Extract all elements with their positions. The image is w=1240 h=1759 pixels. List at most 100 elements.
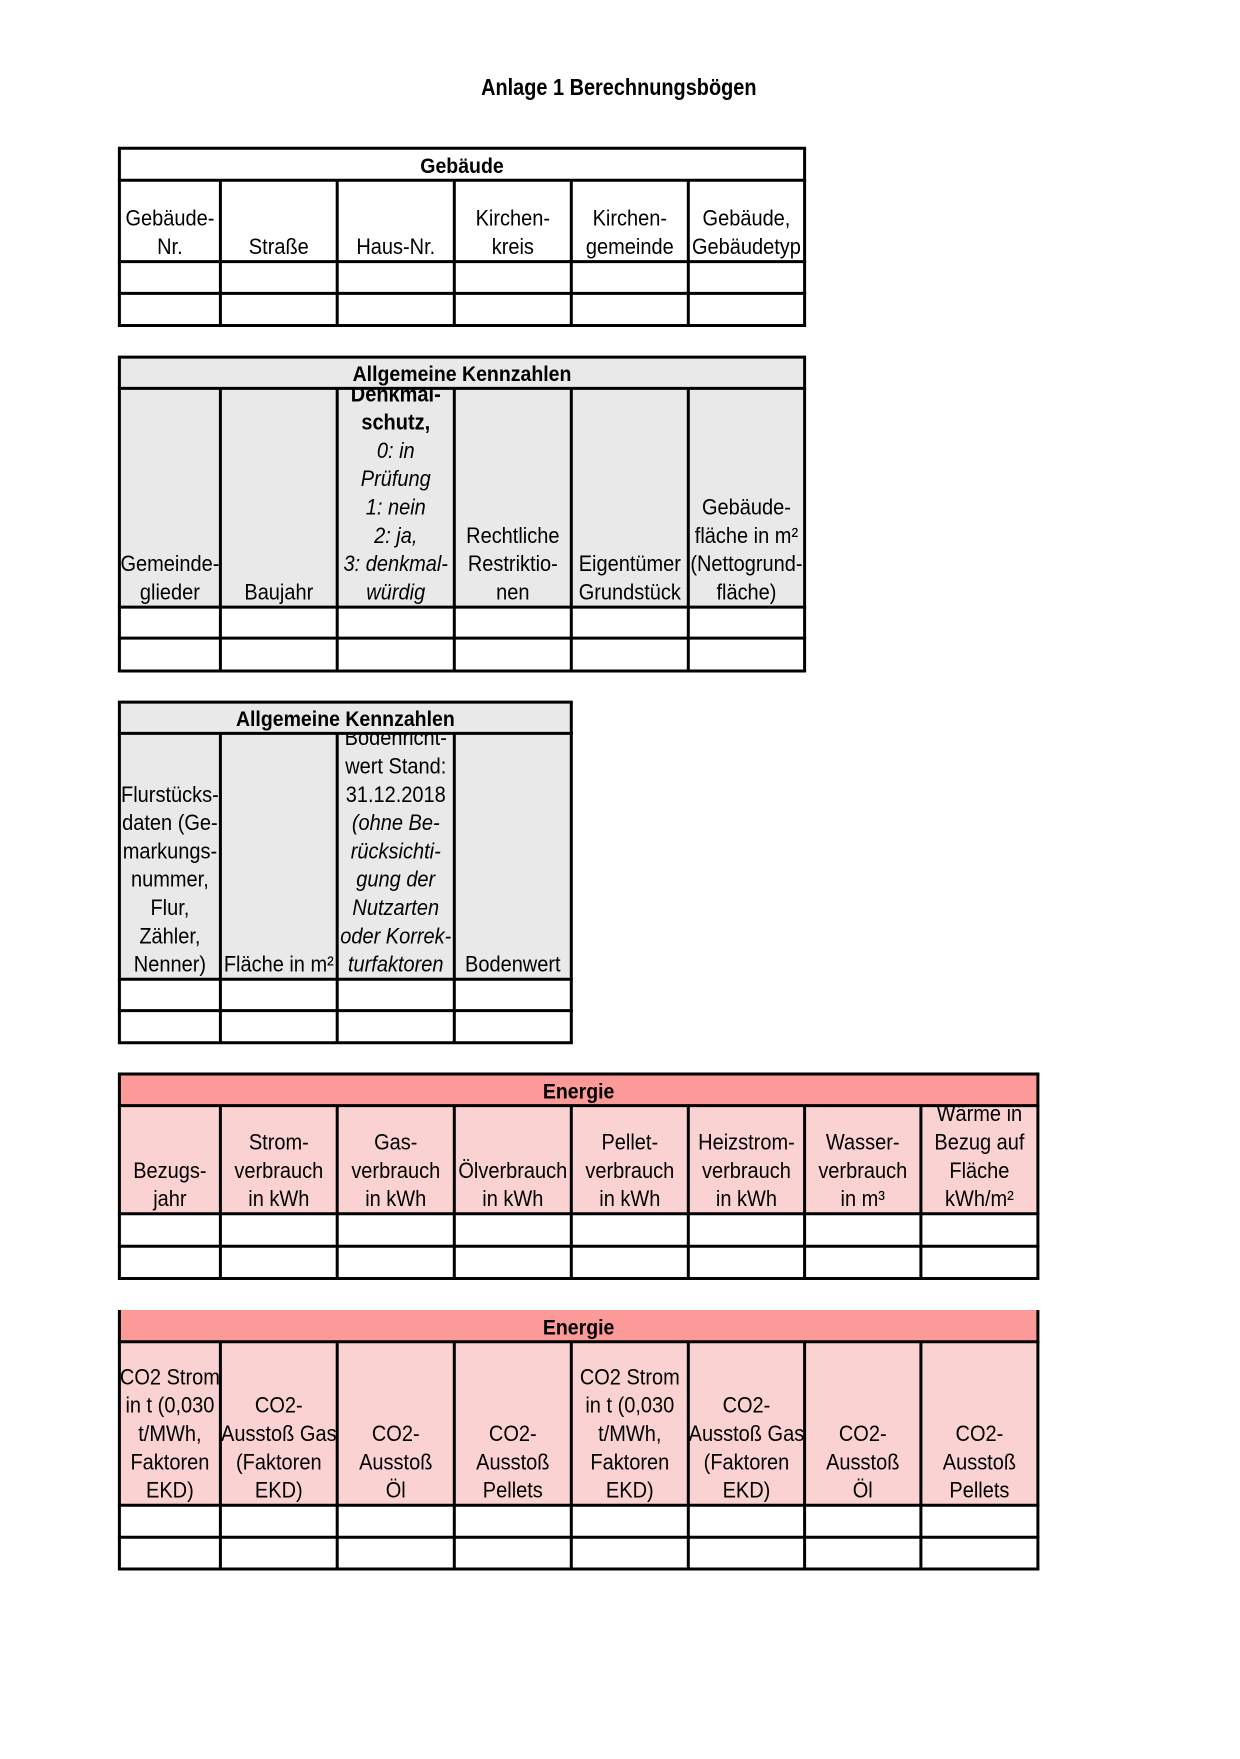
svg-text:Zähler,: Zähler, [139,925,200,949]
svg-text:Baujahr: Baujahr [244,581,313,605]
svg-text:Heizstrom-: Heizstrom- [698,1131,795,1155]
svg-text:Öl: Öl [853,1479,873,1503]
svg-text:CO2-: CO2- [372,1422,420,1446]
svg-text:Ausstoß Gas: Ausstoß Gas [221,1422,337,1446]
svg-text:3: denkmal-: 3: denkmal- [344,552,448,576]
svg-text:Ölverbrauch: Ölverbrauch [458,1159,567,1183]
svg-text:(Faktoren: (Faktoren [236,1451,322,1475]
svg-text:Eigentümer: Eigentümer [579,552,681,576]
svg-text:rücksichti-: rücksichti- [351,840,441,864]
svg-text:gemeinde: gemeinde [586,235,674,259]
svg-text:t/MWh,: t/MWh, [598,1422,661,1446]
svg-text:CO2-: CO2- [956,1422,1004,1446]
svg-text:oder Korrek-: oder Korrek- [340,925,451,949]
svg-text:Energie: Energie [543,1081,615,1104]
svg-text:Nutzarten: Nutzarten [352,896,439,920]
svg-text:Haus-Nr.: Haus-Nr. [356,235,435,259]
svg-text:Nenner): Nenner) [134,953,206,977]
svg-text:Öl: Öl [386,1479,406,1503]
svg-text:Restriktio-: Restriktio- [468,552,558,576]
svg-text:daten (Ge-: daten (Ge- [122,811,218,835]
svg-text:Pellet-: Pellet- [601,1131,658,1155]
svg-text:Fläche: Fläche [949,1159,1009,1183]
svg-text:jahr: jahr [152,1187,186,1211]
svg-text:in kWh: in kWh [365,1187,426,1211]
svg-text:(ohne Be-: (ohne Be- [352,811,440,835]
svg-text:turfaktoren: turfaktoren [348,953,444,977]
svg-text:31.12.2018: 31.12.2018 [346,783,446,807]
svg-text:CO2-: CO2- [489,1422,537,1446]
svg-text:Prüfung: Prüfung [361,467,431,491]
svg-text:Grundstück: Grundstück [579,581,682,605]
svg-text:Fläche in m²: Fläche in m² [224,953,334,977]
svg-text:Gebäudetyp: Gebäudetyp [692,235,801,259]
svg-text:in kWh: in kWh [482,1187,543,1211]
svg-text:verbrauch: verbrauch [351,1159,440,1183]
svg-text:verbrauch: verbrauch [585,1159,674,1183]
svg-text:Bezug auf: Bezug auf [934,1131,1024,1155]
svg-text:Allgemeine Kennzahlen: Allgemeine Kennzahlen [236,708,455,731]
svg-text:glieder: glieder [140,581,200,605]
svg-text:verbrauch: verbrauch [818,1159,907,1183]
svg-text:Energie: Energie [543,1317,615,1340]
svg-text:EKD): EKD) [723,1479,771,1503]
svg-text:EKD): EKD) [255,1479,303,1503]
svg-text:CO2 Strom: CO2 Strom [580,1366,680,1390]
svg-text:1: nein: 1: nein [366,496,426,520]
svg-text:in t (0,030: in t (0,030 [585,1394,674,1418]
svg-text:Pellets: Pellets [483,1479,543,1503]
svg-text:t/MWh,: t/MWh, [138,1422,201,1446]
svg-text:Ausstoß: Ausstoß [476,1451,549,1475]
svg-text:markungs-: markungs- [123,840,217,864]
svg-text:verbrauch: verbrauch [234,1159,323,1183]
svg-text:in t (0,030: in t (0,030 [125,1394,214,1418]
svg-text:Rechtliche: Rechtliche [466,524,559,548]
svg-text:Pellets: Pellets [949,1479,1009,1503]
svg-text:schutz,: schutz, [361,411,430,435]
svg-text:nummer,: nummer, [131,868,209,892]
svg-text:Bezugs-: Bezugs- [133,1159,206,1183]
svg-text:fläche in m²: fläche in m² [695,524,798,548]
svg-text:Gemeinde-: Gemeinde- [120,552,219,576]
svg-text:2: ja,: 2: ja, [373,524,417,548]
svg-text:Gas-: Gas- [374,1131,417,1155]
svg-text:Gebäude,: Gebäude, [703,207,791,231]
svg-text:CO2-: CO2- [255,1394,303,1418]
svg-text:in kWh: in kWh [599,1187,660,1211]
svg-text:Flurstücks-: Flurstücks- [121,783,219,807]
svg-text:Kirchen-: Kirchen- [593,207,667,231]
svg-text:Ausstoß Gas: Ausstoß Gas [689,1422,805,1446]
svg-text:0: in: 0: in [377,439,415,463]
svg-text:kreis: kreis [492,235,534,259]
svg-text:(Faktoren: (Faktoren [704,1451,790,1475]
svg-text:Gebäude-: Gebäude- [125,207,214,231]
svg-text:Faktoren: Faktoren [130,1451,209,1475]
svg-text:wert Stand:: wert Stand: [344,755,446,779]
svg-text:in m³: in m³ [841,1187,885,1211]
svg-text:Strom-: Strom- [249,1131,309,1155]
svg-text:Wasser-: Wasser- [826,1131,900,1155]
svg-text:CO2 Strom: CO2 Strom [120,1366,220,1390]
svg-text:in kWh: in kWh [716,1187,777,1211]
svg-text:Gebäude: Gebäude [420,155,503,178]
svg-text:Wärme in: Wärme in [937,1102,1023,1126]
svg-text:(Nettogrund-: (Nettogrund- [690,552,802,576]
svg-text:Ausstoß: Ausstoß [826,1451,899,1475]
svg-text:Flur,: Flur, [150,896,189,920]
svg-text:Kirchen-: Kirchen- [476,207,550,231]
svg-text:Anlage 1 Berechnungsbögen: Anlage 1 Berechnungsbögen [481,75,756,101]
svg-text:verbrauch: verbrauch [702,1159,791,1183]
svg-text:fläche): fläche) [716,581,776,605]
svg-text:Faktoren: Faktoren [590,1451,669,1475]
svg-text:Ausstoß: Ausstoß [943,1451,1016,1475]
svg-text:Nr.: Nr. [157,235,183,259]
svg-text:Bodenwert: Bodenwert [465,953,561,977]
svg-text:in kWh: in kWh [248,1187,309,1211]
svg-text:würdig: würdig [366,581,425,605]
svg-text:CO2-: CO2- [723,1394,771,1418]
svg-text:EKD): EKD) [146,1479,194,1503]
svg-text:Allgemeine Kennzahlen: Allgemeine Kennzahlen [353,363,572,386]
svg-text:EKD): EKD) [606,1479,654,1503]
svg-text:gung der: gung der [356,868,436,892]
svg-text:Ausstoß: Ausstoß [359,1451,432,1475]
